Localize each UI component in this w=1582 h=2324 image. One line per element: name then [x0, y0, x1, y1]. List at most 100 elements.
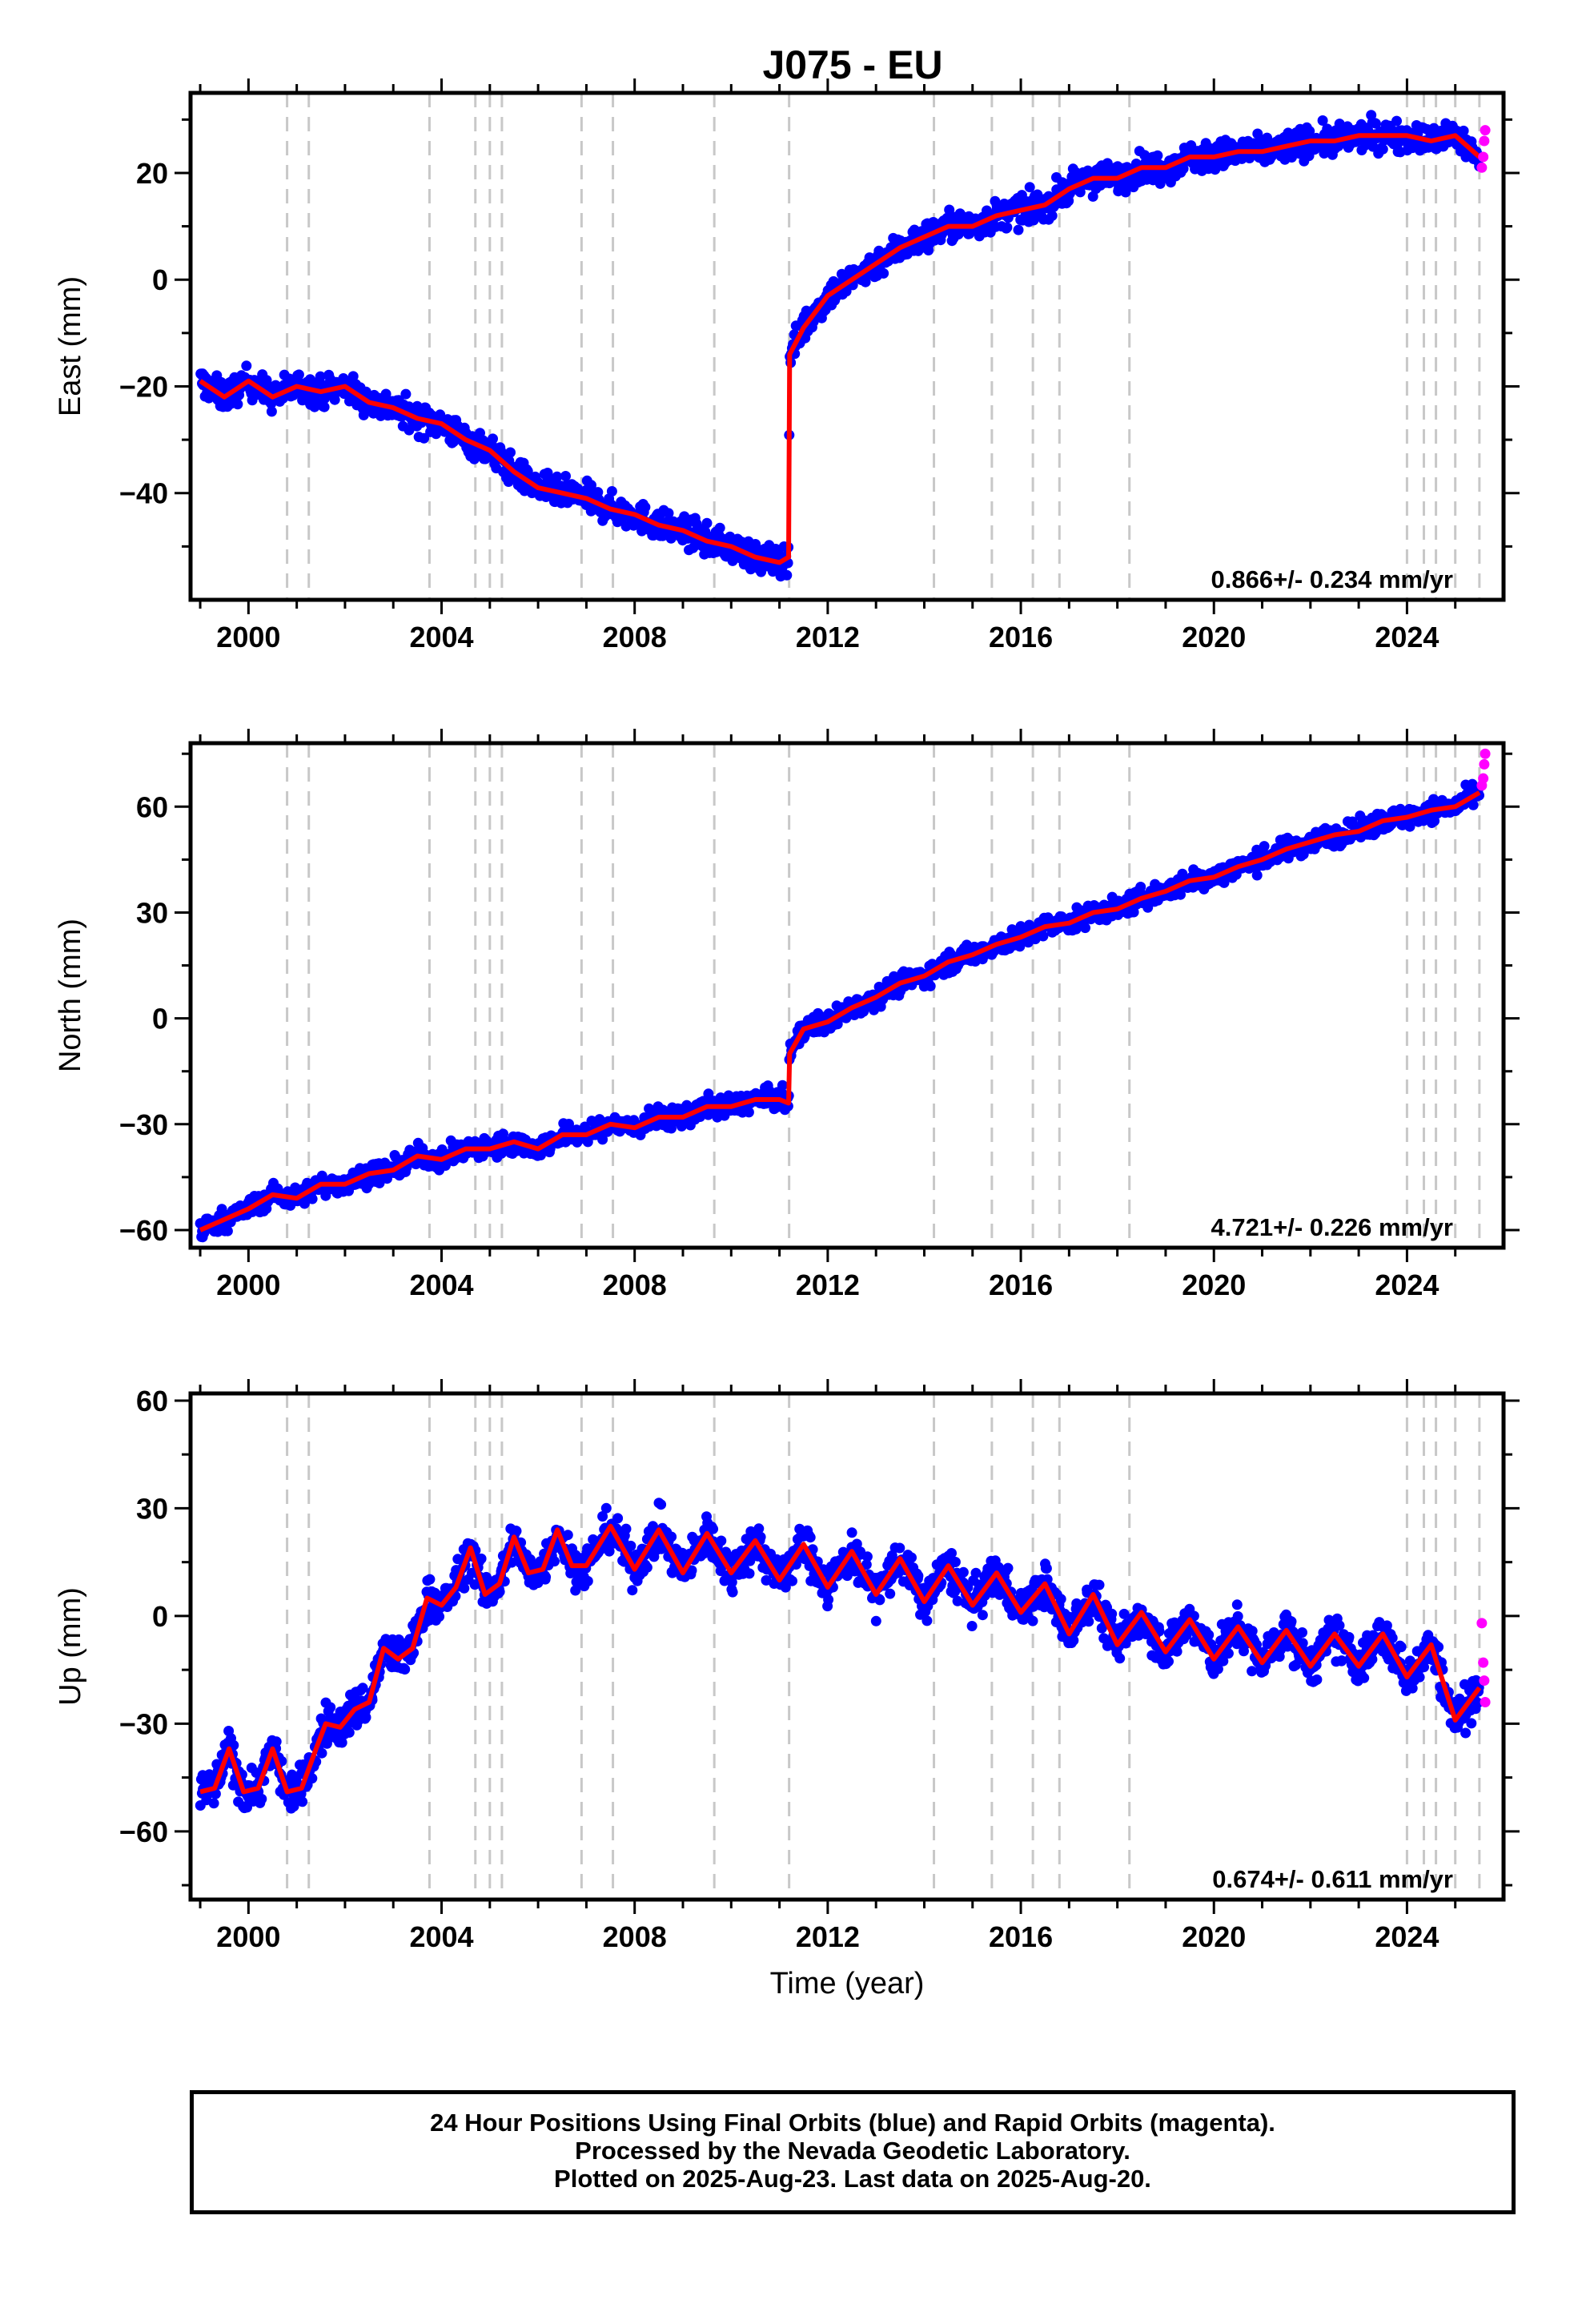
data-point — [640, 501, 651, 513]
data-point — [343, 1727, 355, 1738]
data-point — [560, 471, 571, 481]
data-point — [329, 394, 340, 405]
data-point — [505, 447, 516, 458]
data-point — [861, 1551, 873, 1562]
data-point — [787, 1575, 797, 1586]
data-point — [476, 1553, 487, 1564]
x-tick-label: 2020 — [1182, 1269, 1246, 1301]
data-point — [641, 1562, 652, 1573]
data-point — [860, 276, 871, 287]
data-point — [256, 1793, 267, 1804]
data-point — [861, 1559, 872, 1570]
chart-title: J075 - EU — [762, 42, 942, 87]
data-point — [488, 433, 498, 444]
data-point — [419, 432, 430, 444]
x-tick-label: 2008 — [603, 1269, 667, 1301]
data-point — [1404, 821, 1415, 832]
data-point — [604, 1546, 615, 1557]
rate-label: 4.721+/- 0.226 mm/yr — [1211, 1213, 1453, 1241]
data-point — [357, 1683, 368, 1694]
data-point — [885, 1588, 896, 1599]
data-point — [777, 1080, 788, 1091]
data-point — [977, 1610, 988, 1621]
data-point — [781, 569, 793, 581]
data-point — [761, 1574, 772, 1586]
data-point — [1317, 115, 1328, 126]
data-point — [846, 1527, 857, 1538]
data-point — [1024, 182, 1035, 193]
y-axis-label: North (mm) — [54, 919, 87, 1072]
data-point — [1135, 882, 1146, 892]
y-tick-label: −40 — [119, 477, 168, 510]
data-point — [878, 267, 889, 279]
rapid-point — [1478, 773, 1489, 784]
data-point — [562, 1530, 573, 1541]
data-point — [1304, 126, 1315, 137]
data-point — [726, 1577, 737, 1588]
y-tick-label: 0 — [152, 263, 168, 296]
data-point — [271, 1736, 282, 1747]
data-point — [906, 1552, 917, 1563]
data-point — [966, 1621, 978, 1631]
data-point — [686, 1565, 697, 1576]
data-point — [299, 1198, 310, 1209]
data-point — [946, 1548, 957, 1558]
data-point — [307, 1773, 318, 1784]
x-tick-label: 2000 — [216, 621, 280, 653]
panel-2: 2000 2004 2008 2012 2016 2020 2024−60−3003060N… — [54, 729, 1520, 1301]
data-point — [1087, 191, 1098, 202]
data-point — [241, 360, 252, 372]
x-tick-label: 2004 — [409, 1269, 473, 1301]
data-point — [315, 371, 326, 382]
data-point — [913, 1570, 924, 1582]
data-point — [952, 1595, 963, 1606]
rapid-point — [1480, 748, 1491, 759]
data-point — [522, 465, 533, 476]
data-point — [374, 1177, 385, 1188]
y-tick-label: −60 — [119, 1214, 168, 1247]
data-point — [1028, 215, 1039, 226]
data-point — [1458, 125, 1469, 136]
data-point — [805, 1532, 816, 1543]
data-point — [297, 1796, 308, 1807]
data-point — [1178, 163, 1189, 175]
model-fit-line — [199, 133, 1481, 565]
data-point — [944, 204, 955, 215]
final-orbit-points — [195, 1498, 1484, 1814]
data-point — [498, 1128, 508, 1140]
plot-frame — [188, 741, 1506, 1250]
data-point — [1251, 870, 1263, 881]
x-tick-label: 2024 — [1375, 621, 1439, 653]
data-point — [708, 1523, 719, 1534]
data-point — [606, 486, 617, 497]
data-point — [600, 1502, 612, 1514]
data-point — [745, 1555, 756, 1566]
data-point — [582, 1575, 593, 1586]
x-tick-label: 2004 — [409, 621, 473, 653]
data-point — [1377, 143, 1388, 155]
x-axis: 2000 2004 2008 2012 2016 2020 2024 — [199, 78, 1457, 653]
data-point — [886, 1550, 897, 1561]
event-lines — [286, 93, 1481, 600]
panels-group: 2000 2004 2008 2012 2016 2020 2024−40−20020Eas… — [54, 78, 1520, 2000]
data-point — [701, 517, 713, 529]
y-tick-label: −30 — [119, 1108, 168, 1141]
data-point — [656, 1499, 667, 1510]
data-point — [755, 1531, 766, 1542]
data-point — [744, 1568, 755, 1579]
data-point — [1370, 118, 1381, 129]
x-tick-label: 2020 — [1182, 621, 1246, 653]
data-point — [266, 406, 277, 417]
data-point — [208, 1798, 219, 1809]
data-point — [1175, 889, 1186, 900]
data-point — [1391, 115, 1402, 127]
x-tick-label: 2016 — [989, 1269, 1053, 1301]
data-point — [625, 1540, 636, 1551]
data-point — [666, 1531, 677, 1542]
data-point — [316, 1747, 327, 1759]
data-point — [336, 1737, 347, 1748]
data-point — [743, 1107, 754, 1118]
data-point — [958, 1566, 969, 1578]
x-tick-label: 2012 — [796, 1269, 860, 1301]
